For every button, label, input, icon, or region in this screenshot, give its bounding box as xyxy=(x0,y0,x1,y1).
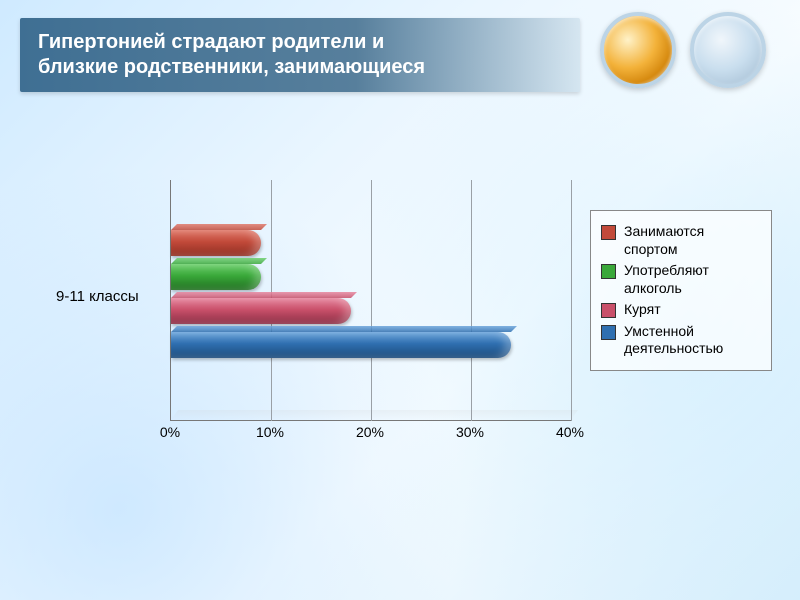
legend-label: Занимаются спортом xyxy=(624,223,761,258)
bar-front-face xyxy=(171,264,261,290)
x-tick-label: 0% xyxy=(160,424,180,440)
legend-label: Употребляют алкоголь xyxy=(624,262,761,297)
legend-item-smoke: Курят xyxy=(601,301,761,319)
y-axis-category-label: 9-11 классы xyxy=(56,288,139,305)
decor-circle-pills xyxy=(600,12,676,88)
bar-front-face xyxy=(171,230,261,256)
legend-swatch xyxy=(601,303,616,318)
legend-item-mental: Умстенной деятельностью xyxy=(601,323,761,358)
x-tick-label: 20% xyxy=(356,424,384,440)
legend-swatch xyxy=(601,325,616,340)
decor-circle-surgeon xyxy=(690,12,766,88)
bar-mental xyxy=(171,332,511,358)
x-tick-label: 40% xyxy=(556,424,584,440)
bar-front-face xyxy=(171,298,351,324)
legend-swatch xyxy=(601,264,616,279)
bar-sport xyxy=(171,230,261,256)
legend-swatch xyxy=(601,225,616,240)
title-bar: Гипертонией страдают родители и близкие … xyxy=(20,18,580,92)
slide-title: Гипертонией страдают родители и близкие … xyxy=(38,30,425,80)
legend-label: Курят xyxy=(624,301,661,319)
slide-root: Гипертонией страдают родители и близкие … xyxy=(0,0,800,600)
gridline xyxy=(571,180,572,421)
bar-smoke xyxy=(171,298,351,324)
plot-area xyxy=(170,180,571,421)
plot-floor xyxy=(171,410,578,420)
gridline xyxy=(471,180,472,421)
chart: 9-11 классы Занимаются спортомУпотребляю… xyxy=(60,180,740,460)
legend: Занимаются спортом Употребляют алкоголь Ку… xyxy=(590,210,772,371)
x-tick-label: 30% xyxy=(456,424,484,440)
bar-front-face xyxy=(171,332,511,358)
x-tick-label: 10% xyxy=(256,424,284,440)
bar-alcohol xyxy=(171,264,261,290)
legend-item-alcohol: Употребляют алкоголь xyxy=(601,262,761,297)
gridline xyxy=(371,180,372,421)
legend-item-sport: Занимаются спортом xyxy=(601,223,761,258)
legend-label: Умстенной деятельностью xyxy=(624,323,761,358)
